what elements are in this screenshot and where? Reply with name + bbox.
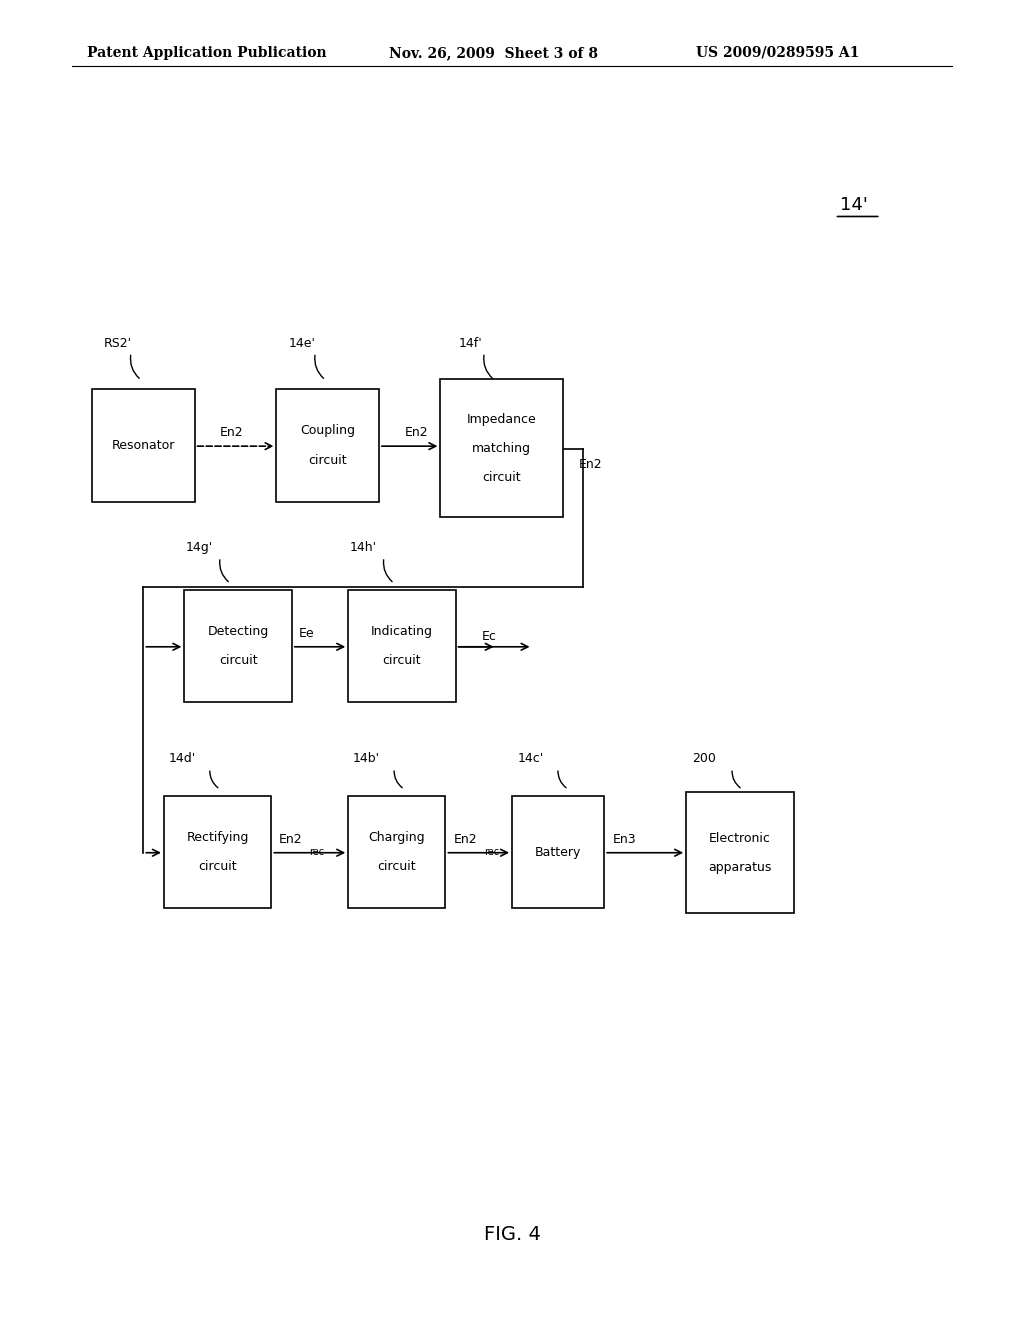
Text: circuit: circuit: [219, 655, 257, 667]
Text: rec: rec: [309, 847, 325, 858]
Text: 200: 200: [692, 752, 717, 766]
Text: Indicating: Indicating: [371, 626, 433, 638]
Text: circuit: circuit: [199, 861, 237, 873]
Text: Impedance: Impedance: [467, 413, 537, 425]
Text: Coupling: Coupling: [300, 425, 355, 437]
Text: circuit: circuit: [378, 861, 416, 873]
Text: rec: rec: [484, 847, 500, 858]
Text: Nov. 26, 2009  Sheet 3 of 8: Nov. 26, 2009 Sheet 3 of 8: [389, 46, 598, 59]
Text: 14b': 14b': [353, 752, 380, 766]
Text: 14f': 14f': [459, 337, 483, 350]
Text: 14': 14': [840, 195, 867, 214]
Text: Patent Application Publication: Patent Application Publication: [87, 46, 327, 59]
Text: RS2': RS2': [103, 337, 132, 350]
Text: 14c': 14c': [517, 752, 544, 766]
Text: En2: En2: [220, 426, 244, 440]
Text: Ee: Ee: [299, 627, 314, 640]
Text: 14d': 14d': [169, 752, 196, 766]
Text: Detecting: Detecting: [208, 626, 268, 638]
Text: Electronic: Electronic: [709, 832, 771, 845]
Text: En3: En3: [612, 833, 636, 846]
FancyBboxPatch shape: [440, 379, 563, 517]
Text: circuit: circuit: [383, 655, 421, 667]
Text: Battery: Battery: [535, 846, 582, 858]
Text: 14h': 14h': [350, 541, 377, 554]
FancyBboxPatch shape: [348, 590, 456, 702]
FancyBboxPatch shape: [184, 590, 292, 702]
Text: circuit: circuit: [482, 471, 521, 483]
Text: 14e': 14e': [289, 337, 315, 350]
FancyBboxPatch shape: [512, 796, 604, 908]
Text: Ec: Ec: [481, 630, 497, 643]
Text: 14g': 14g': [186, 541, 213, 554]
Text: Charging: Charging: [369, 832, 425, 843]
Text: circuit: circuit: [308, 454, 347, 466]
Text: matching: matching: [472, 442, 531, 454]
FancyBboxPatch shape: [348, 796, 445, 908]
FancyBboxPatch shape: [92, 389, 195, 502]
Text: Resonator: Resonator: [112, 440, 175, 451]
FancyBboxPatch shape: [686, 792, 794, 913]
Text: En2: En2: [579, 458, 602, 471]
Text: En2: En2: [454, 833, 477, 846]
Text: Rectifying: Rectifying: [186, 832, 249, 843]
FancyBboxPatch shape: [164, 796, 271, 908]
Text: apparatus: apparatus: [709, 861, 771, 874]
Text: En2: En2: [279, 833, 302, 846]
Text: FIG. 4: FIG. 4: [483, 1225, 541, 1243]
FancyBboxPatch shape: [276, 389, 379, 502]
Text: En2: En2: [404, 426, 428, 440]
Text: US 2009/0289595 A1: US 2009/0289595 A1: [696, 46, 860, 59]
